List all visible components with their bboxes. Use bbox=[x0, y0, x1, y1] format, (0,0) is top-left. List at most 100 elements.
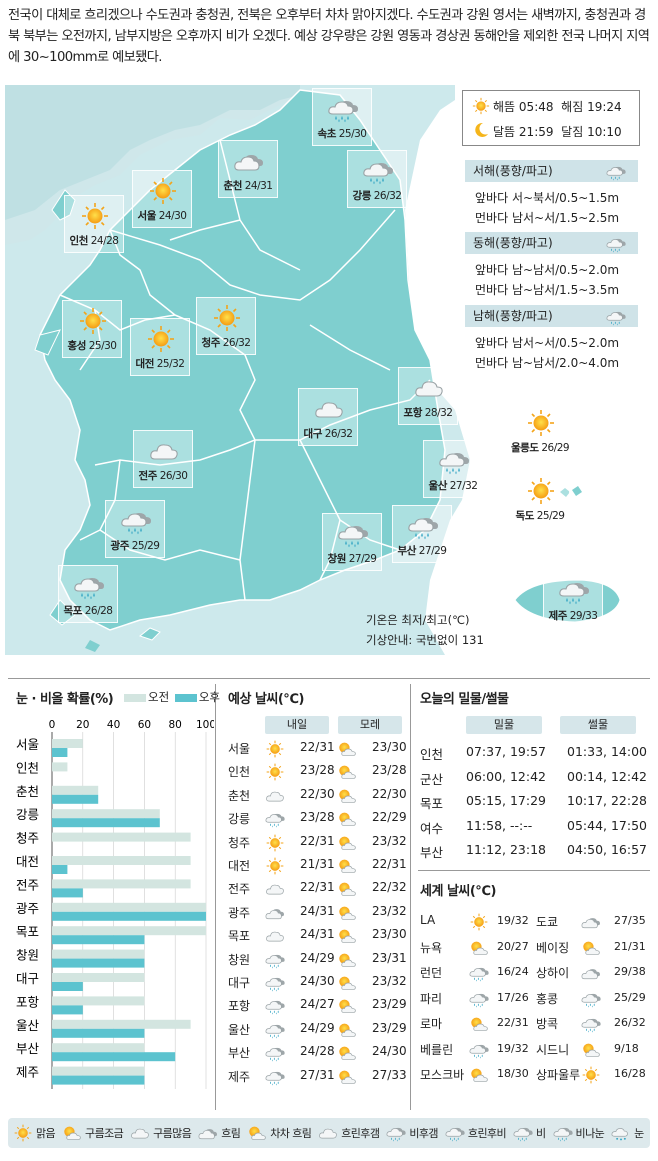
world-city: 베이징 bbox=[536, 940, 570, 955]
front-sea-label: 앞바다 bbox=[475, 191, 509, 205]
forecast-temp-tomorrow: 24/31 bbox=[300, 903, 335, 918]
forecast-temp-dayafter: 22/32 bbox=[372, 880, 407, 895]
map-city-label: 청주 26/32 bbox=[197, 335, 255, 350]
map-city-temp: 25/29 bbox=[131, 540, 160, 552]
forecast-city: 전주 bbox=[228, 882, 251, 897]
precip-bar-pm bbox=[52, 1075, 145, 1085]
tide-high: 11:12, 23:18 bbox=[466, 842, 546, 857]
legend-label: 흐린후갬 bbox=[341, 1127, 380, 1140]
tide-high: 06:00, 12:42 bbox=[466, 768, 546, 784]
tide-low: 04:50, 16:57 bbox=[567, 842, 647, 857]
cloudy-icon bbox=[317, 1124, 339, 1142]
forecast-temp-dayafter: 23/32 bbox=[372, 833, 407, 848]
cloudy-icon bbox=[148, 437, 180, 465]
tide-place: 부산 bbox=[420, 845, 444, 860]
rain-icon bbox=[337, 520, 369, 548]
precip-bar-am bbox=[52, 1019, 191, 1029]
far-sea-label: 먼바다 bbox=[475, 211, 509, 225]
rain-icon bbox=[512, 1124, 534, 1142]
map-city-5: 홍성 25/30 bbox=[62, 300, 122, 358]
map-city-name: 울산 bbox=[428, 480, 448, 492]
temp-note: 기온은 최저/최고(℃) bbox=[366, 613, 470, 627]
world-temp: 22/31 bbox=[497, 1016, 529, 1029]
forecast-city: 목포 bbox=[228, 929, 251, 944]
map-city-temp: 25/30 bbox=[88, 340, 117, 352]
rain-icon bbox=[385, 1124, 407, 1142]
map-city-temp: 26/29 bbox=[541, 442, 570, 454]
front-sea-label: 앞바다 bbox=[475, 263, 509, 277]
divider bbox=[215, 684, 216, 1110]
map-city-temp: 24/31 bbox=[244, 180, 273, 192]
sunset-label: 해짐 bbox=[561, 100, 584, 114]
tide-place: 인천 bbox=[420, 747, 444, 762]
precip-bar-am bbox=[52, 902, 206, 912]
map-city-name: 제주 bbox=[548, 610, 568, 622]
forecast-temp-dayafter: 27/33 bbox=[372, 1067, 407, 1082]
map-city-0: 속초 25/30 bbox=[312, 88, 372, 146]
map-city-name: 독도 bbox=[515, 510, 535, 522]
headline: 전국이 대체로 흐리겠으나 수도권과 충청권, 전북은 오후부터 차차 맑아지겠… bbox=[8, 8, 650, 65]
rain-icon bbox=[327, 95, 359, 123]
precip-title: 눈 · 비올 확률(%) bbox=[16, 692, 114, 707]
precip-category: 전주 bbox=[16, 877, 39, 892]
rain-icon bbox=[264, 810, 286, 828]
tide-high: 05:15, 17:29 bbox=[466, 793, 546, 808]
sunny-icon bbox=[77, 307, 109, 335]
rain-icon bbox=[558, 577, 590, 605]
world-temp: 19/32 bbox=[497, 1041, 529, 1055]
precip-tick: 0 bbox=[49, 719, 56, 731]
map-city-15: 창원 27/29 bbox=[322, 513, 382, 571]
precip-bar-pm bbox=[52, 888, 83, 898]
map-city-temp: 25/32 bbox=[156, 358, 185, 370]
partly-cloudy-icon bbox=[336, 1021, 358, 1039]
map-city-7: 대전 25/32 bbox=[130, 318, 190, 376]
tide-place: 군산 bbox=[420, 771, 444, 787]
legend-label: 차차 흐림 bbox=[270, 1127, 312, 1140]
map-city-11: 전주 26/30 bbox=[133, 430, 193, 488]
partly-cloudy-icon bbox=[580, 939, 602, 957]
precip-bar-am bbox=[52, 1043, 145, 1053]
map-city-name: 서울 bbox=[137, 210, 157, 222]
rain-icon bbox=[580, 1015, 602, 1033]
precip-category: 대전 bbox=[16, 854, 39, 869]
tides-col-low: 썰물 bbox=[560, 716, 636, 734]
divider bbox=[418, 870, 650, 871]
forecast-temp-tomorrow: 22/31 bbox=[300, 880, 335, 895]
snow-icon bbox=[610, 1124, 632, 1142]
precip-category: 목포 bbox=[16, 924, 39, 939]
map-city-label: 대구 26/32 bbox=[299, 426, 357, 441]
world-city: 뉴욕 bbox=[420, 940, 443, 955]
cloudy-icon bbox=[264, 927, 286, 945]
precip-category: 창원 bbox=[16, 948, 39, 963]
tide-low: 01:33, 14:00 bbox=[567, 744, 647, 759]
rain-icon bbox=[264, 1068, 286, 1086]
rain-icon bbox=[264, 1021, 286, 1039]
rain-icon bbox=[552, 1124, 574, 1142]
rain-icon bbox=[438, 447, 470, 475]
world-city: 런던 bbox=[420, 966, 443, 980]
world-city: LA bbox=[420, 913, 436, 927]
precip-category: 청주 bbox=[16, 831, 39, 846]
sunny-icon bbox=[145, 325, 177, 353]
sea-south-box: 남해(풍향/파고) 앞바다 남서~서/0.5~2.0m 먼바다 남~남서/2.0… bbox=[465, 305, 638, 373]
far-sea-value: 남~남서/1.5~3.5m bbox=[511, 283, 620, 297]
map-city-10: 울릉도 26/29 bbox=[510, 402, 570, 460]
map-city-12: 울산 27/32 bbox=[423, 440, 483, 498]
forecast-temp-tomorrow: 22/30 bbox=[300, 786, 335, 801]
precip-tick: 80 bbox=[169, 719, 182, 731]
map-city-label: 목포 26/28 bbox=[59, 603, 117, 618]
map-city-label: 독도 25/29 bbox=[511, 508, 569, 523]
precip-bar-am bbox=[52, 926, 206, 936]
precip-category: 대구 bbox=[16, 971, 39, 986]
legend-label: 구름조금 bbox=[85, 1127, 124, 1140]
map-city-name: 전주 bbox=[138, 470, 158, 482]
tide-high: 11:58, --:-- bbox=[466, 817, 533, 833]
map-city-label: 인천 24/28 bbox=[65, 233, 123, 248]
info-note: 기상안내: 국번없이 131 bbox=[366, 633, 484, 647]
rain-icon bbox=[264, 951, 286, 969]
map-city-label: 광주 25/29 bbox=[106, 538, 164, 553]
map-city-label: 대전 25/32 bbox=[131, 356, 189, 371]
forecast-temp-dayafter: 22/30 bbox=[372, 786, 407, 801]
precip-chart: 0 20 40 60 80 100 서울인천춘천강릉청주대전전주광주목포창원대구포항울산부산… bbox=[16, 719, 214, 1089]
sunny-icon bbox=[211, 304, 243, 332]
